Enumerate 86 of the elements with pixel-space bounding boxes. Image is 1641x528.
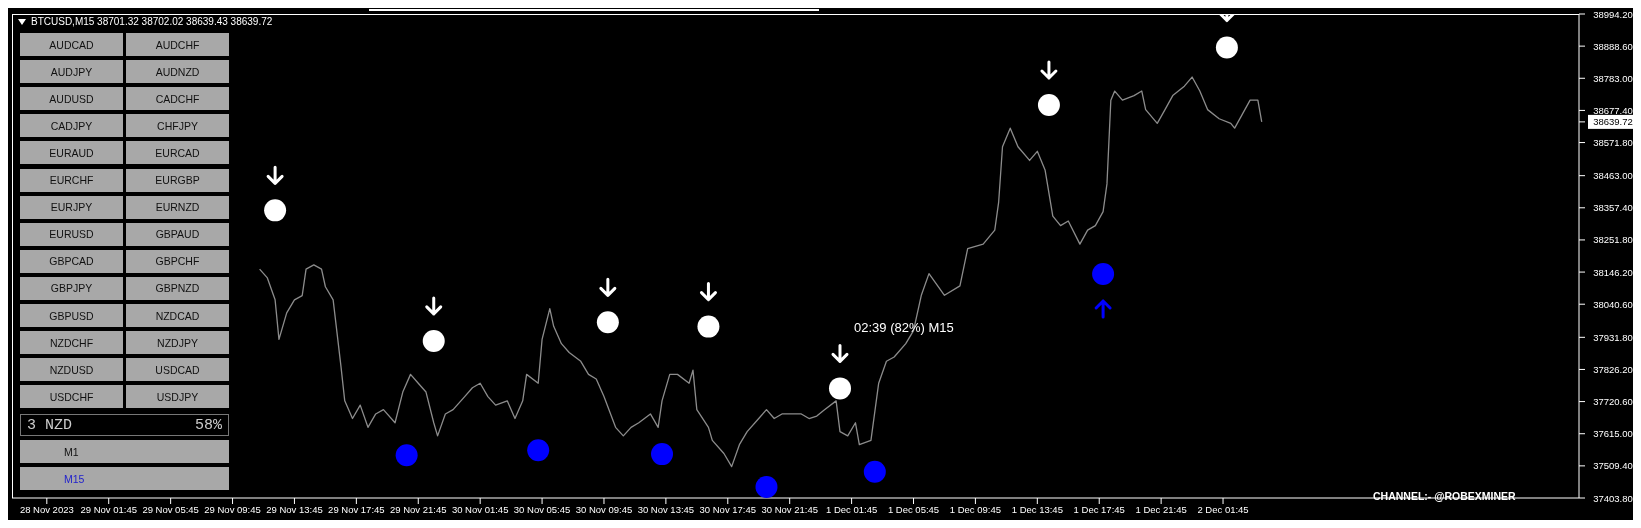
x-tick-label: 1 Dec 17:45 — [1073, 503, 1125, 515]
y-tick-label: 38639.72 — [1593, 116, 1633, 128]
annotation: 58% — [194, 416, 222, 434]
symbol-button[interactable]: USDJPY — [126, 385, 229, 409]
x-tick-label: 30 Nov 17:45 — [699, 503, 757, 515]
point — [395, 444, 418, 467]
point — [264, 199, 287, 222]
symbol-button[interactable]: EURNZD — [126, 195, 229, 219]
x-tick-label: 28 Nov 2023 — [19, 503, 74, 515]
symbol-button[interactable]: EURUSD — [20, 222, 123, 246]
y-tick-label: 37931.80 — [1593, 331, 1633, 343]
symbol-button[interactable]: AUDNZD — [126, 60, 229, 84]
chart-title: BTCUSD,M15 38701.32 38702.02 38639.43 38639.72 — [31, 16, 273, 27]
symbol-button[interactable]: CADCHF — [126, 87, 229, 111]
x-tick-label: 1 Dec 01:45 — [825, 503, 878, 515]
y-tick-label: 38357.40 — [1593, 202, 1633, 214]
y-tick-label: 37615.00 — [1593, 428, 1633, 440]
x-tick-label: 30 Nov 01:45 — [451, 503, 509, 515]
x-tick-label: 30 Nov 09:45 — [575, 503, 633, 515]
x-tick-label: 1 Dec 05:45 — [887, 503, 940, 515]
y-tick-label: 38571.80 — [1593, 137, 1633, 149]
symbol-button[interactable]: GBPCHF — [126, 249, 229, 273]
y-tick-label: 38463.00 — [1593, 170, 1633, 182]
point — [1037, 94, 1060, 117]
symbol-button[interactable]: NZDJPY — [126, 331, 229, 355]
symbol-button[interactable]: AUDCAD — [20, 33, 123, 56]
symbol-button[interactable]: GBPCAD — [20, 249, 123, 273]
symbol-button[interactable]: EURAUD — [20, 141, 123, 165]
symbol-button[interactable]: EURCHF — [20, 168, 123, 192]
symbol-button[interactable]: GBPNZD — [126, 276, 229, 300]
x-tick-label: 30 Nov 13:45 — [637, 503, 695, 515]
point — [596, 311, 619, 334]
point — [1215, 36, 1238, 59]
x-tick-label: 1 Dec 21:45 — [1135, 503, 1187, 515]
symbol-button[interactable]: GBPJPY — [20, 276, 123, 300]
symbol-button[interactable]: GBPUSD — [20, 304, 123, 327]
timeframe-button[interactable]: M15 — [20, 467, 229, 490]
symbol-button[interactable]: NZDCAD — [126, 304, 229, 327]
line-series — [258, 76, 1263, 468]
x-tick-label: 29 Nov 05:45 — [142, 503, 199, 515]
x-tick-label: 30 Nov 05:45 — [513, 503, 571, 515]
point — [829, 377, 851, 400]
x-tick-label: 29 Nov 13:45 — [266, 503, 323, 515]
symbol-button[interactable]: USDCHF — [20, 385, 123, 409]
y-tick-label: 37403.80 — [1593, 492, 1633, 504]
annotation: 02:39 (82%) M15 — [854, 320, 954, 335]
symbol-button[interactable]: EURCAD — [126, 141, 229, 165]
x-tick-label: 1 Dec 13:45 — [1011, 503, 1063, 515]
symbol-button[interactable]: NZDCHF — [20, 331, 123, 355]
point — [422, 329, 445, 352]
point — [1092, 262, 1115, 285]
annotation: 3 NZD — [27, 416, 73, 434]
x-tick-label: 1 Dec 09:45 — [949, 503, 1002, 515]
point — [697, 315, 720, 338]
symbol-button[interactable]: EURJPY — [20, 195, 123, 219]
symbol-button[interactable]: GBPAUD — [126, 222, 229, 246]
x-tick-label: 2 Dec 01:45 — [1197, 503, 1249, 515]
point — [755, 475, 778, 498]
point — [527, 439, 550, 462]
y-tick-label: 37826.20 — [1593, 363, 1633, 375]
symbol-button[interactable]: NZDUSD — [20, 358, 123, 382]
point — [863, 460, 886, 483]
x-tick-label: 29 Nov 01:45 — [80, 503, 137, 515]
x-tick-label: 29 Nov 21:45 — [390, 503, 447, 515]
y-tick-label: 37509.40 — [1593, 460, 1633, 472]
y-tick-label: 37720.60 — [1593, 396, 1633, 408]
y-tick-label: 38783.00 — [1593, 72, 1633, 84]
x-tick-label: 29 Nov 09:45 — [204, 503, 261, 515]
symbol-button[interactable]: AUDUSD — [20, 87, 123, 111]
timeframe-button[interactable]: M1 — [20, 440, 229, 463]
symbol-button[interactable]: EURGBP — [126, 168, 229, 192]
symbol-button[interactable]: AUDCHF — [126, 33, 229, 56]
point — [651, 443, 674, 466]
annotation: CHANNEL:- @ROBEXMINER — [1373, 490, 1516, 502]
y-tick-label: 38146.20 — [1593, 266, 1633, 278]
y-tick-label: 38994.20 — [1593, 8, 1633, 20]
y-tick-label: 38251.80 — [1593, 234, 1633, 246]
x-tick-label: 30 Nov 21:45 — [761, 503, 818, 515]
y-tick-label: 38040.60 — [1593, 298, 1633, 310]
x-tick-label: 29 Nov 17:45 — [328, 503, 385, 515]
y-tick-label: 38677.40 — [1593, 104, 1633, 116]
symbol-button[interactable]: CHFJPY — [126, 114, 229, 138]
symbol-button[interactable]: USDCAD — [126, 358, 229, 382]
symbol-button[interactable]: AUDJPY — [20, 60, 123, 84]
y-tick-label: 38888.60 — [1593, 40, 1633, 52]
symbol-button[interactable]: CADJPY — [20, 114, 123, 138]
